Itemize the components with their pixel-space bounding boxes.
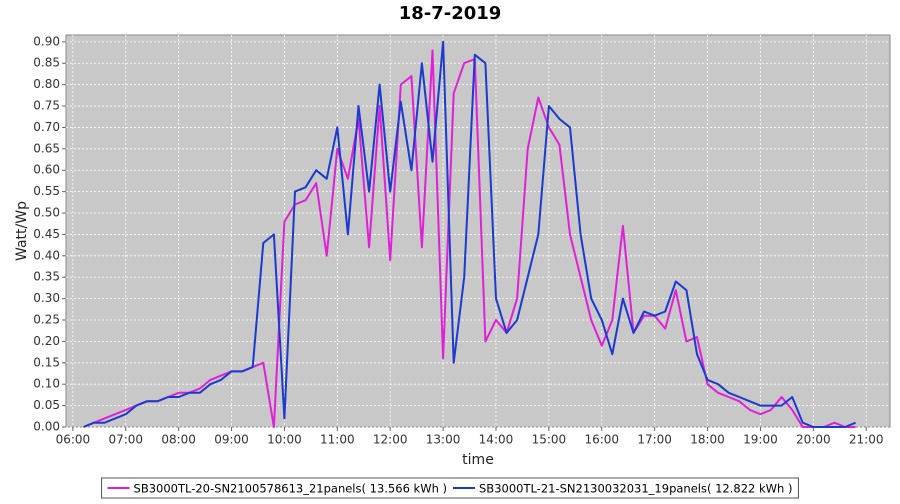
x-tick-label: 10:00 [267, 433, 302, 447]
y-tick-label: 0.50 [33, 206, 60, 220]
y-tick-label: 0.25 [33, 313, 60, 327]
y-tick-label: 0.40 [33, 248, 60, 262]
chart-title: 18-7-2019 [399, 3, 502, 24]
x-tick-label: 12:00 [373, 433, 408, 447]
y-axis-label: Watt/Wp [14, 201, 30, 261]
x-tick-label: 15:00 [532, 433, 567, 447]
x-tick-label: 14:00 [479, 433, 514, 447]
series-line [83, 40, 856, 428]
y-tick-label: 0.45 [33, 227, 60, 241]
x-tick-label: 19:00 [743, 433, 778, 447]
y-tick-label: 0.35 [33, 270, 60, 284]
x-tick-label: 06:00 [56, 433, 91, 447]
x-tick-label: 09:00 [214, 433, 249, 447]
y-tick-label: 0.65 [33, 141, 60, 155]
legend: SB3000TL-20-SN2100578613_21panels( 13.56… [101, 477, 799, 499]
y-tick-label: 0.20 [33, 334, 60, 348]
y-tick-label: 0.30 [33, 291, 60, 305]
x-tick-label: 21:00 [849, 433, 884, 447]
x-tick-label: 07:00 [108, 433, 143, 447]
x-tick-label: 20:00 [796, 433, 831, 447]
x-tick-label: 16:00 [584, 433, 619, 447]
legend-label: SB3000TL-21-SN2130032031_19panels( 12.82… [479, 482, 792, 496]
y-tick-label: 0.75 [33, 99, 60, 113]
series-line [83, 49, 856, 428]
legend-box [101, 477, 799, 499]
y-tick-label: 0.85 [33, 56, 60, 70]
plot-area [65, 34, 891, 428]
legend-label: SB3000TL-20-SN2100578613_21panels( 13.56… [134, 482, 447, 496]
y-tick-label: 0.00 [33, 420, 60, 434]
y-tick-label: 0.90 [33, 34, 60, 48]
y-tick-label: 0.15 [33, 355, 60, 369]
x-axis-label: time [462, 452, 494, 468]
x-tick-label: 18:00 [690, 433, 725, 447]
x-tick-label: 13:00 [426, 433, 461, 447]
x-tick-label: 08:00 [161, 433, 196, 447]
x-tick-label: 11:00 [320, 433, 355, 447]
y-tick-label: 0.60 [33, 163, 60, 177]
x-tick-label: 17:00 [637, 433, 672, 447]
y-tick-label: 0.55 [33, 184, 60, 198]
y-tick-label: 0.80 [33, 77, 60, 91]
y-tick-label: 0.05 [33, 398, 60, 412]
y-tick-label: 0.10 [33, 377, 60, 391]
y-tick-label: 0.70 [33, 120, 60, 134]
